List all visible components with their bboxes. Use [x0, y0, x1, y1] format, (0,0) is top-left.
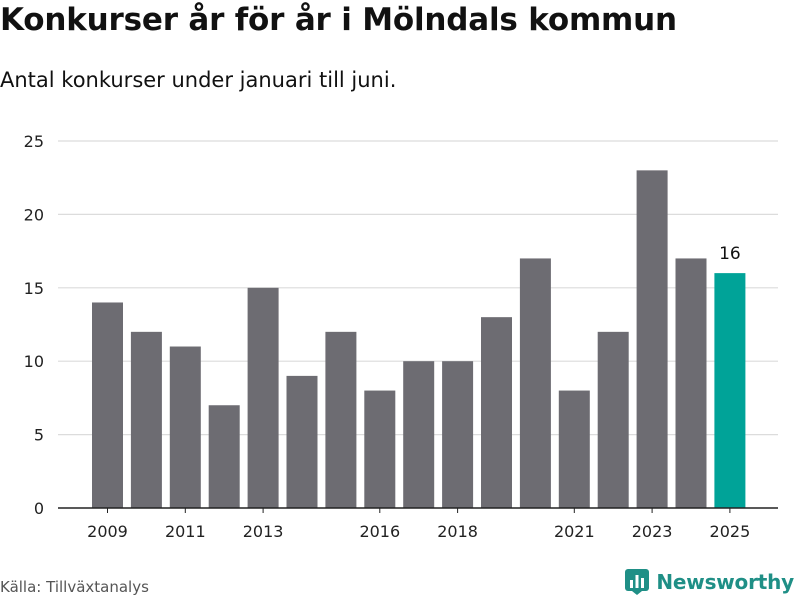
brand-logo[interactable]: Newsworthy	[624, 568, 794, 596]
bar-2015[interactable]	[325, 331, 357, 508]
y-tick-label: 10	[24, 352, 44, 371]
bar-2019[interactable]	[481, 317, 512, 508]
bar-2018[interactable]	[442, 361, 474, 508]
bar-2010[interactable]	[130, 331, 162, 508]
bar-2020[interactable]	[519, 258, 551, 508]
newsworthy-logo-icon	[625, 569, 650, 595]
bar-2016[interactable]	[364, 390, 396, 508]
y-tick-label: 15	[24, 279, 44, 298]
bar-2017[interactable]	[403, 361, 435, 508]
bar-2021[interactable]	[558, 390, 590, 508]
bar-2014[interactable]	[286, 375, 318, 508]
x-tick-label: 2023	[632, 522, 673, 541]
x-tick-label: 2018	[437, 522, 478, 541]
x-tick-label: 2021	[554, 522, 595, 541]
source-note: Källa: Tillväxtanalys	[0, 578, 149, 596]
data-label-2025: 16	[719, 244, 741, 264]
data-labels: 16	[719, 244, 741, 264]
bar-2022[interactable]	[597, 331, 629, 508]
y-tick-label: 20	[24, 205, 44, 224]
x-tick-label: 2016	[359, 522, 400, 541]
bars	[92, 170, 746, 509]
chart-title: Konkurser år för år i Mölndals kommun	[0, 2, 677, 38]
brand-name: Newsworthy	[656, 570, 794, 594]
x-tick-label: 2009	[87, 522, 128, 541]
bar-2023[interactable]	[636, 170, 668, 509]
bar-2011[interactable]	[169, 346, 201, 508]
y-tick-label: 25	[24, 132, 44, 151]
bar-2025[interactable]	[714, 273, 746, 508]
bar-2012[interactable]	[208, 405, 240, 508]
x-tick-label: 2011	[165, 522, 206, 541]
chart-subtitle: Antal konkurser under januari till juni.	[0, 68, 397, 92]
bar-2024[interactable]	[675, 258, 707, 508]
bar-2009[interactable]	[92, 302, 123, 508]
y-tick-label: 0	[34, 499, 44, 518]
y-tick-label: 5	[34, 426, 44, 445]
bar-2013[interactable]	[247, 287, 279, 508]
x-tick-label: 2025	[710, 522, 751, 541]
x-tick-label: 2013	[243, 522, 284, 541]
